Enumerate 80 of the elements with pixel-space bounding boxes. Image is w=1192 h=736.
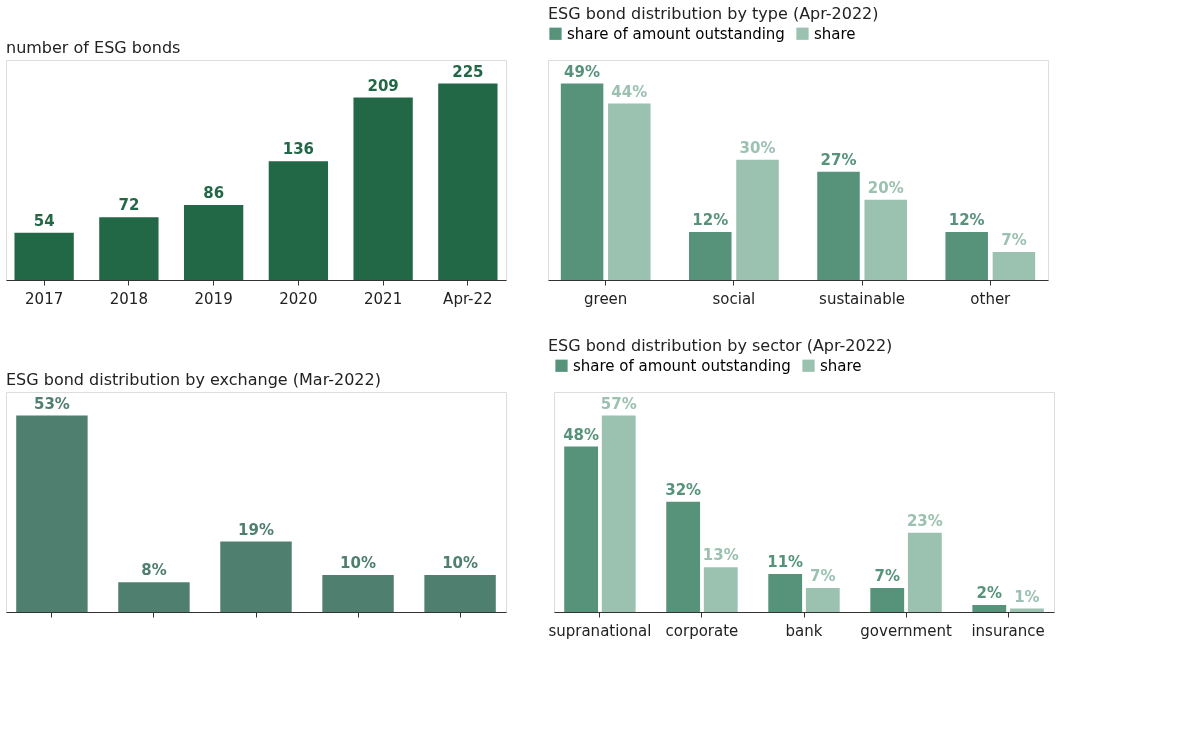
data-label: 10% <box>442 553 479 572</box>
bar <box>992 251 1036 280</box>
chart-title: number of ESG bonds <box>6 38 181 57</box>
data-label: 20% <box>867 178 904 197</box>
bar <box>99 217 159 280</box>
x-tick-label: 2018 <box>109 289 148 308</box>
data-label: 209 <box>367 76 399 95</box>
x-tick-label: 2021 <box>364 289 403 308</box>
bar <box>438 83 498 280</box>
bar <box>220 541 292 612</box>
legend-label: share <box>820 356 862 375</box>
bar <box>864 199 907 280</box>
data-label: 7% <box>810 566 836 585</box>
data-label: 225 <box>452 62 484 81</box>
data-label: 54 <box>33 211 55 230</box>
bar <box>16 415 88 612</box>
data-label: 7% <box>874 566 900 585</box>
bar <box>870 587 905 612</box>
bar <box>768 574 803 612</box>
data-label: 32% <box>665 480 702 499</box>
bar <box>805 587 840 612</box>
data-label: 2% <box>976 584 1003 603</box>
bar <box>322 574 394 612</box>
x-tick-label: social <box>712 289 756 308</box>
data-label: 53% <box>33 394 70 413</box>
data-label: 30% <box>739 138 776 157</box>
bar <box>183 204 244 280</box>
data-label: 13% <box>702 546 739 565</box>
data-label: 8% <box>141 561 167 580</box>
x-tick-label: insurance <box>971 621 1045 640</box>
data-label: 72 <box>118 196 140 215</box>
x-tick-label: green <box>584 289 628 308</box>
data-label: 12% <box>692 210 729 229</box>
bar <box>601 415 636 612</box>
data-label: 10% <box>340 553 376 572</box>
bar <box>817 171 860 280</box>
bar <box>666 501 701 612</box>
data-label: 86 <box>203 183 225 202</box>
data-label: 27% <box>820 150 857 169</box>
bar <box>560 83 604 280</box>
data-label: 11% <box>767 553 804 572</box>
data-label: 1% <box>1014 587 1040 606</box>
legend-label: share <box>814 24 856 43</box>
data-label: 12% <box>948 210 985 229</box>
bar <box>907 532 942 612</box>
x-tick-label: Apr-22 <box>443 289 493 308</box>
bar <box>689 231 732 280</box>
data-label: 7% <box>1001 230 1027 249</box>
x-tick-label: government <box>860 621 952 640</box>
x-tick-label: 2019 <box>194 289 233 308</box>
x-tick-label: supranational <box>548 621 652 640</box>
bar <box>608 103 651 280</box>
bar <box>14 232 74 280</box>
data-label: 19% <box>238 520 274 539</box>
legend-label: share of amount outstanding <box>567 24 785 43</box>
bar <box>945 231 988 280</box>
bar <box>118 582 190 612</box>
x-tick-label: corporate <box>665 621 739 640</box>
data-label: 48% <box>563 425 600 444</box>
x-tick-label: 2017 <box>25 289 64 308</box>
bar <box>268 161 329 280</box>
bar <box>703 567 738 612</box>
x-tick-label: other <box>970 289 1012 308</box>
data-label: 57% <box>600 394 637 413</box>
bar <box>353 97 413 280</box>
data-label: 49% <box>564 62 601 81</box>
bar <box>424 574 496 612</box>
bar <box>564 446 599 612</box>
x-tick-label: sustainable <box>819 289 906 308</box>
bar <box>972 605 1007 612</box>
x-tick-label: 2020 <box>279 289 318 308</box>
data-label: 44% <box>611 82 648 101</box>
data-label: 136 <box>282 140 315 159</box>
legend-label: share of amount outstanding <box>573 356 791 375</box>
chart-title: ESG bond distribution by type (Apr-2022) <box>548 4 879 23</box>
chart-title: ESG bond distribution by sector (Apr-2022) <box>547 336 893 355</box>
bar <box>736 159 779 280</box>
chart-title: ESG bond distribution by exchange (Mar-2022) <box>6 370 381 389</box>
data-label: 23% <box>906 511 943 530</box>
x-tick-label: bank <box>785 621 823 640</box>
